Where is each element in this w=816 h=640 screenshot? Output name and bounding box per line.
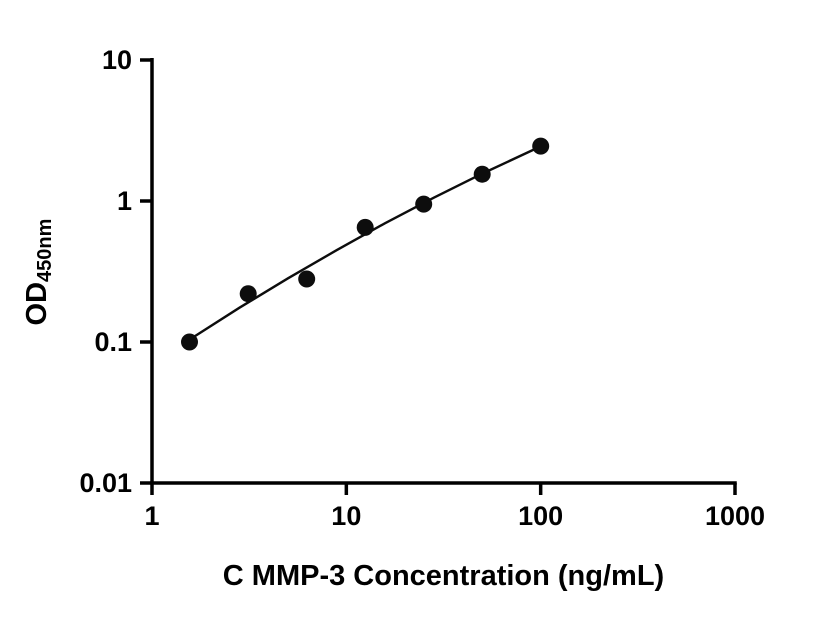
x-axis-title: C MMP-3 Concentration (ng/mL)	[223, 560, 664, 592]
y-tick-label: 0.1	[94, 327, 132, 357]
y-axis-title-subscript: 450nm	[34, 219, 56, 282]
data-point	[239, 285, 257, 303]
data-point	[298, 270, 316, 288]
data-point	[356, 218, 374, 236]
data-point	[415, 195, 433, 213]
y-axis-title-main: OD	[21, 282, 53, 326]
y-axis-title: OD450nm	[21, 219, 56, 326]
x-tick-label: 10	[331, 501, 361, 531]
x-tick-label: 100	[518, 501, 563, 531]
y-tick-label: 0.01	[79, 468, 132, 498]
data-point	[181, 333, 198, 351]
y-tick-label: 10	[102, 45, 132, 75]
data-point	[473, 165, 491, 183]
data-point	[532, 137, 550, 155]
x-tick-label: 1	[144, 501, 159, 531]
x-tick-label: 1000	[705, 501, 765, 531]
y-tick-label: 1	[117, 186, 132, 216]
fit-line	[188, 145, 542, 341]
